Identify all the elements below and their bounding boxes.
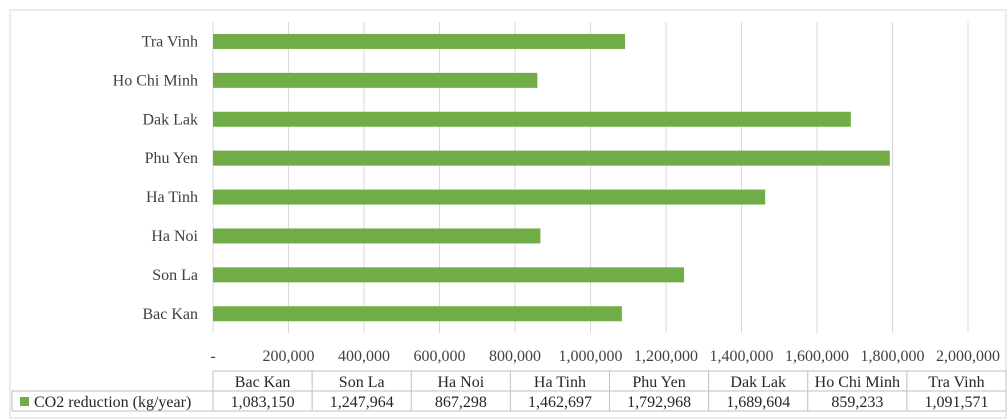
category-label: Bac Kan [142,306,198,323]
category-label: Phu Yen [145,150,198,167]
table-header-cell: Phu Yen [632,374,685,391]
data-table: Bac Kan 1,083,150 Son La 1,247,964 Ha Noi 867… [11,370,1007,412]
bar [213,33,626,49]
legend-label: CO2 reduction (kg/year) [34,394,191,411]
table-value-cell: 1,689,604 [726,394,790,411]
x-tick-label: 400,000 [338,348,390,365]
table-value-cell: 1,083,150 [231,394,295,411]
category-label: Ha Noi [151,228,198,245]
category-label: Dak Lak [142,111,198,128]
x-tick-label: 1,800,000 [861,348,925,365]
category-label: Ho Chi Minh [113,72,198,89]
bar [213,111,851,127]
bar [213,306,622,322]
table-value-cell: 1,462,697 [528,394,592,411]
legend-swatch [20,397,29,406]
x-tick-label: 1,000,000 [559,348,623,365]
table-header-cell: Ho Chi Minh [815,374,900,391]
table-value-cell: 1,091,571 [924,394,988,411]
x-tick-label: - [210,348,215,365]
x-tick-label: 1,400,000 [710,348,774,365]
x-tick-label: 800,000 [489,348,541,365]
x-tick-label: 2,000,000 [936,348,1000,365]
table-value-cell: 867,298 [435,394,487,411]
bar [213,150,890,166]
table-value-cell: 1,247,964 [330,394,394,411]
table-header-cell: Ha Noi [437,374,484,391]
gridlines [212,22,969,333]
bar [213,72,538,88]
x-tick-label: 600,000 [414,348,466,365]
x-tick-label: 1,600,000 [785,348,849,365]
bar [213,189,766,205]
table-value-cell: 1,792,968 [627,394,691,411]
category-labels: Bac Kan Son La Ha Noi Ha Tinh Phu Yen Dak Lak… [113,33,199,322]
bars [213,33,890,322]
table-header-cell: Bac Kan [235,374,291,391]
x-tick-label: 1,200,000 [634,348,698,365]
table-header-cell: Tra Vinh [928,374,984,391]
table-header-cell: Dak Lak [730,374,786,391]
bar [213,228,541,244]
category-label: Son La [152,267,198,284]
table-header-cell: Son La [339,374,385,391]
category-label: Ha Tinh [146,189,198,206]
chart-border [9,9,1007,419]
table-header-cell: Ha Tinh [534,374,586,391]
x-tick-labels: - 200,000 400,000 600,000 800,000 1,000,000 1,… [210,348,1000,365]
x-tick-label: 200,000 [263,348,315,365]
bar [213,267,685,283]
table-value-cell: 859,233 [831,394,883,411]
category-label: Tra Vinh [142,33,198,50]
